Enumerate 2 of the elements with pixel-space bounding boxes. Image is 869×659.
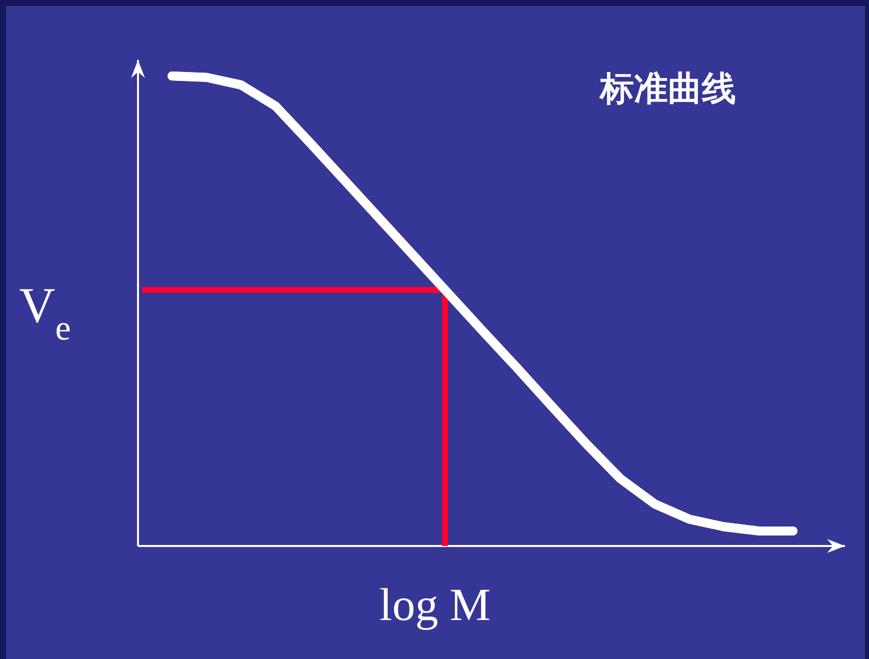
x-axis-title: log M bbox=[379, 579, 491, 630]
chart-title: 标准曲线 bbox=[598, 69, 736, 109]
